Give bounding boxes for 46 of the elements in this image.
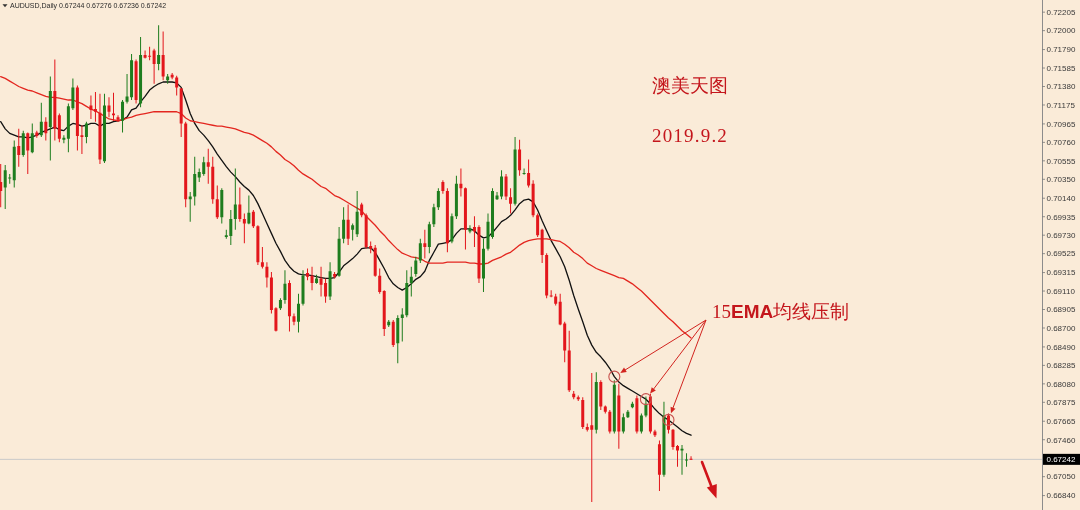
candlestick — [689, 456, 693, 460]
candlestick — [260, 246, 264, 269]
y-tick-label: 0.69315 — [1046, 268, 1076, 278]
candlestick — [188, 191, 192, 222]
candlestick — [423, 229, 427, 259]
y-tick-label: 0.72205 — [1046, 7, 1076, 17]
candlestick — [116, 115, 120, 122]
y-tick-label: 0.71380 — [1046, 82, 1076, 92]
y-tick-label: 0.69525 — [1046, 249, 1076, 259]
text: 澳美天图 — [652, 75, 728, 96]
candlestick — [680, 445, 684, 475]
y-tick-label: 0.67460 — [1046, 435, 1076, 445]
text: 2019.9.2 — [651, 125, 729, 146]
y-tick-label: 0.72000 — [1046, 26, 1076, 36]
text: 15EMA均线压制 — [712, 301, 850, 322]
y-tick-label: 0.68905 — [1046, 305, 1076, 315]
y-tick-label: 0.67050 — [1046, 472, 1076, 482]
y-tick-label: 0.68080 — [1046, 379, 1076, 389]
y-tick-label: 0.68285 — [1046, 361, 1076, 371]
y-tick-label: 0.69935 — [1046, 212, 1076, 222]
y-tick-label: 0.71175 — [1046, 100, 1076, 110]
candlestick — [676, 445, 679, 467]
candlestick — [148, 46, 152, 61]
y-tick-label: 0.68490 — [1046, 342, 1076, 352]
y-tick-label: 0.70965 — [1046, 119, 1076, 129]
y-tick-label: 0.69730 — [1046, 230, 1076, 240]
ref-line-label: 0.67242 — [1046, 455, 1076, 465]
candlestick — [93, 91, 97, 122]
y-tick-label: 0.70350 — [1046, 175, 1076, 185]
candlestick — [351, 223, 355, 241]
y-tick-label: 0.66840 — [1046, 491, 1076, 501]
y-tick-label: 0.71585 — [1046, 63, 1076, 73]
candlestick — [590, 373, 594, 502]
y-tick-label: 0.70555 — [1046, 156, 1076, 166]
candlestick — [112, 92, 115, 121]
candlestick — [206, 148, 210, 184]
y-tick-label: 0.68700 — [1046, 323, 1076, 333]
y-tick-label: 0.70140 — [1046, 194, 1076, 204]
candlestick — [509, 188, 513, 214]
y-tick-label: 0.69110 — [1046, 286, 1076, 296]
candlestick — [0, 163, 3, 208]
candlestick — [143, 50, 147, 59]
y-tick-label: 0.70760 — [1046, 138, 1076, 148]
y-tick-label: 0.71790 — [1046, 45, 1076, 55]
y-tick-label: 0.67665 — [1046, 417, 1076, 427]
y-tick-label: 0.67875 — [1046, 398, 1076, 408]
